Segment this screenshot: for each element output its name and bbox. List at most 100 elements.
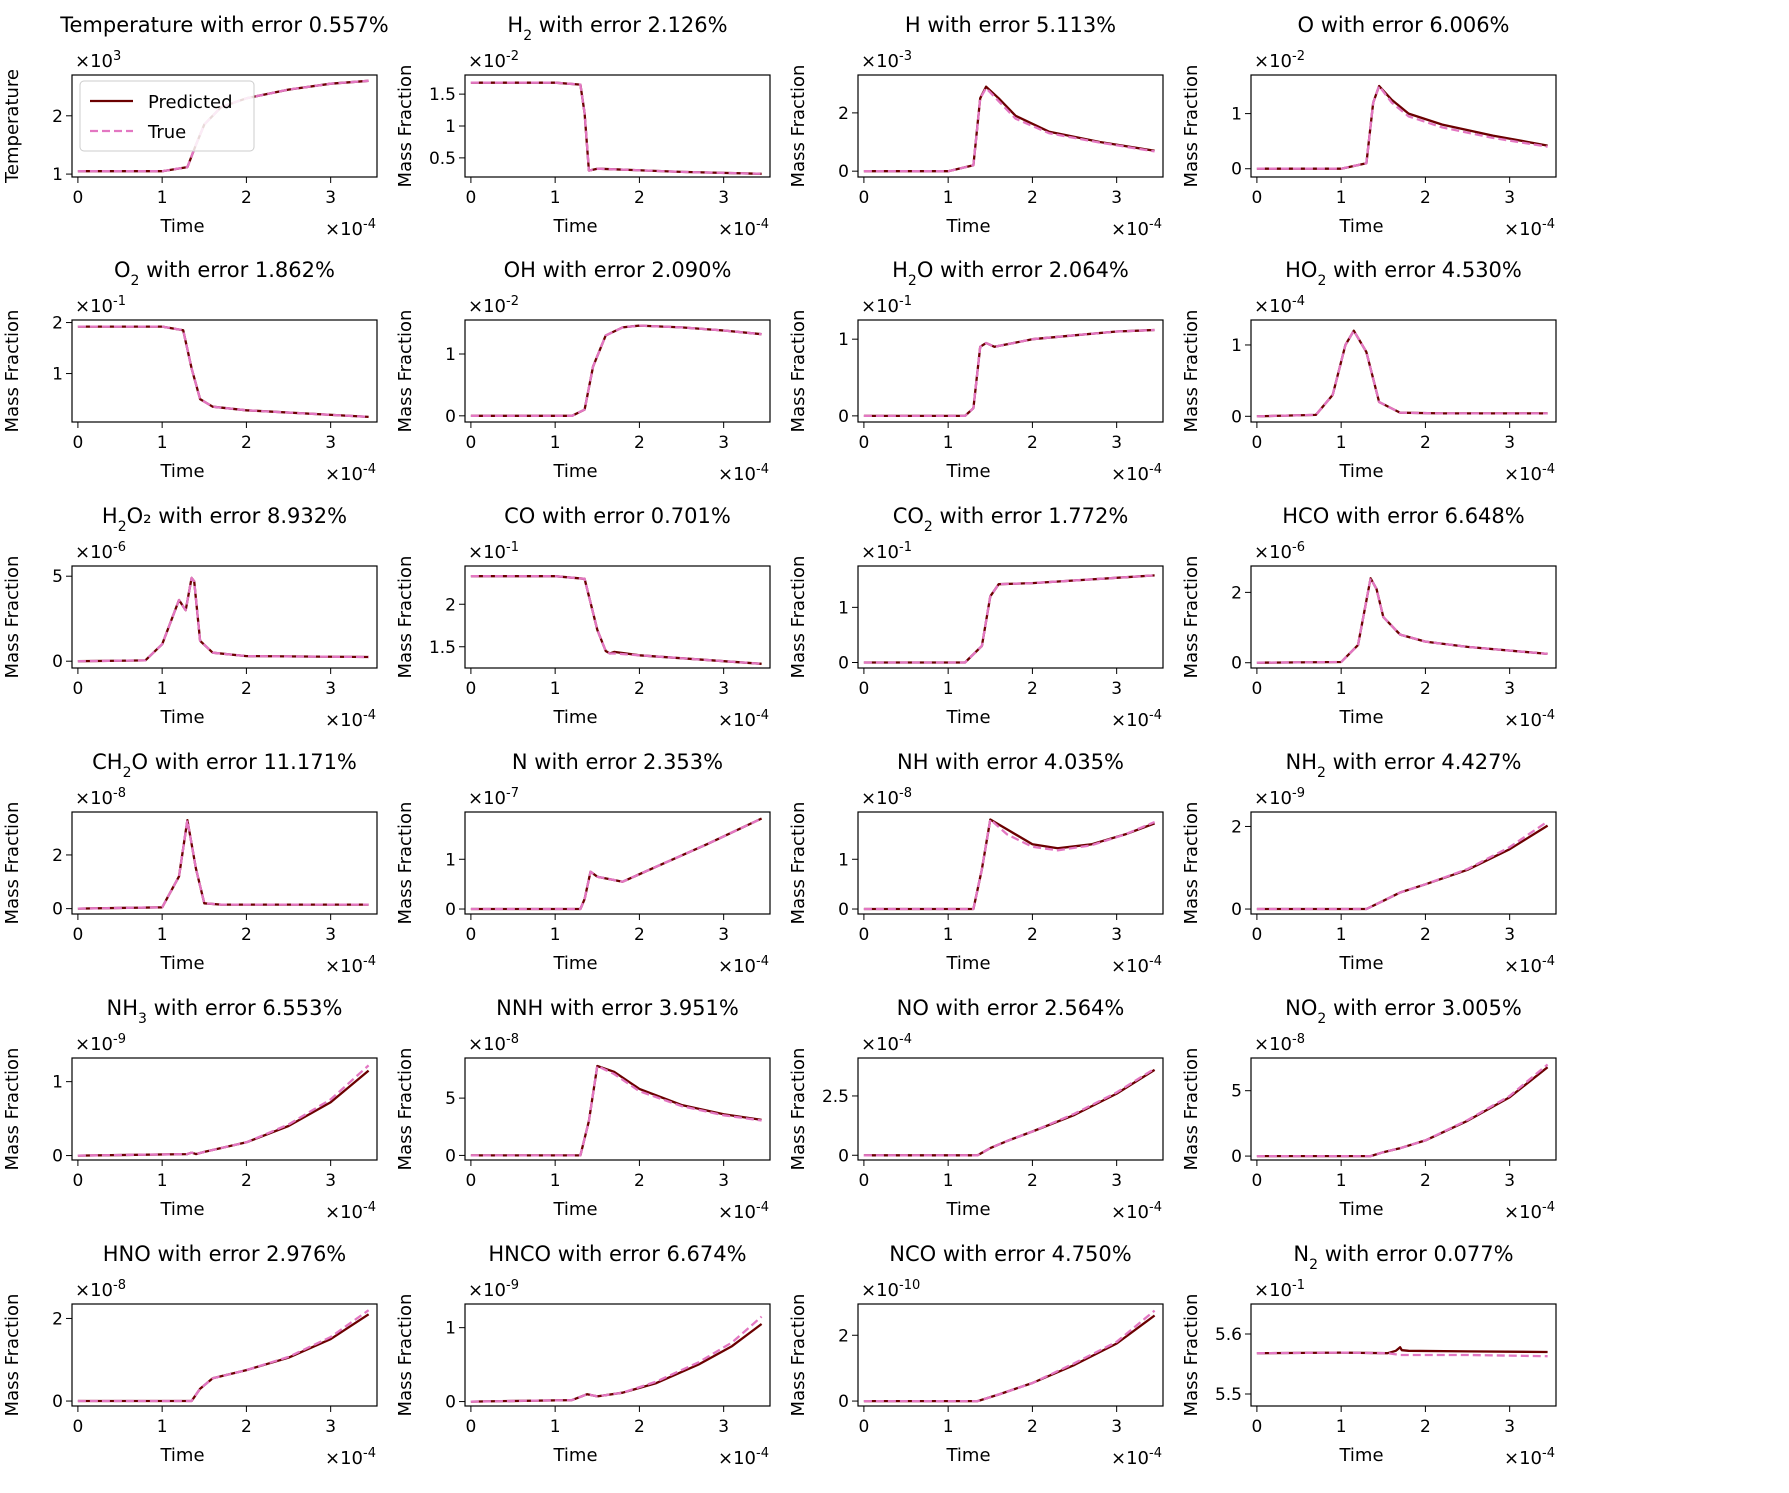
x-multiplier-base: ×10 xyxy=(325,1202,363,1223)
y-multiplier-exponent: -8 xyxy=(113,786,126,801)
x-multiplier: ×10-4 xyxy=(1504,462,1555,486)
plot-frame xyxy=(71,811,378,915)
plot-frame xyxy=(464,1057,771,1161)
predicted-line xyxy=(470,1323,763,1403)
x-tick-label: 3 xyxy=(325,433,336,453)
x-multiplier-base: ×10 xyxy=(1504,1202,1542,1223)
true-line xyxy=(863,328,1155,418)
y-tick-label: 1 xyxy=(1231,336,1242,356)
y-multiplier-exponent: -2 xyxy=(1292,49,1305,64)
title-error: with error 2.126% xyxy=(532,13,728,37)
title-error: with error 4.427% xyxy=(1326,750,1522,774)
title-subscript: 2 xyxy=(1317,1011,1326,1027)
title-error: with error 2.976% xyxy=(151,1242,347,1266)
x-multiplier: ×10-4 xyxy=(1111,708,1162,732)
predicted-line xyxy=(77,1069,370,1157)
y-multiplier-exponent: -1 xyxy=(899,294,912,309)
y-multiplier: ×10-7 xyxy=(468,786,519,810)
x-tick-label: 0 xyxy=(1251,1417,1262,1437)
y-multiplier: ×10-6 xyxy=(1254,540,1305,564)
x-multiplier-base: ×10 xyxy=(718,1448,756,1469)
subplot-title: O2 with error 1.862% xyxy=(114,258,335,289)
x-multiplier-exponent: -4 xyxy=(1149,1200,1162,1215)
y-tick-label: 1.5 xyxy=(429,638,456,658)
y-multiplier: ×10-4 xyxy=(1254,294,1305,318)
plot-frame xyxy=(1250,565,1557,669)
x-tick-label: 3 xyxy=(1504,188,1515,208)
y-multiplier-exponent: -1 xyxy=(899,540,912,555)
y-multiplier-base: ×10 xyxy=(75,788,113,809)
y-multiplier-base: ×10 xyxy=(75,1034,113,1055)
y-multiplier-base: ×10 xyxy=(1254,296,1292,317)
title-subscript: 2 xyxy=(523,28,532,44)
x-tick-label: 1 xyxy=(1336,925,1347,945)
title-error: with error 2.064% xyxy=(933,258,1129,282)
x-tick-label: 0 xyxy=(1251,433,1262,453)
subplot-title: NH2 with error 4.427% xyxy=(1286,750,1522,781)
title-error: with error 6.006% xyxy=(1314,13,1510,37)
x-tick-label: 2 xyxy=(1420,433,1431,453)
predicted-line xyxy=(1256,84,1548,170)
title-species: NH xyxy=(107,996,139,1020)
y-multiplier-base: ×10 xyxy=(861,788,899,809)
true-line xyxy=(77,1309,370,1403)
y-tick-label: 1 xyxy=(445,345,456,365)
subplot-title: H with error 5.113% xyxy=(905,13,1116,37)
predicted-line xyxy=(1256,329,1548,418)
y-axis-label: Mass Fraction xyxy=(395,556,416,679)
plot-frame xyxy=(464,565,771,669)
x-tick-label: 1 xyxy=(943,433,954,453)
y-tick-label: 0 xyxy=(52,652,63,672)
y-multiplier: ×10-1 xyxy=(1254,1278,1305,1302)
title-species: HNO xyxy=(103,1242,151,1266)
plot-frame xyxy=(71,565,378,669)
title-species: O xyxy=(1297,13,1314,37)
plot-frame xyxy=(857,74,1164,178)
x-axis-label: Time xyxy=(159,216,204,237)
y-tick-label: 0 xyxy=(838,900,849,920)
x-multiplier-base: ×10 xyxy=(325,219,363,240)
title-error: with error 4.530% xyxy=(1326,258,1522,282)
y-multiplier-base: ×10 xyxy=(1254,1034,1292,1055)
plot-frame xyxy=(1250,811,1557,915)
y-tick-label: 1 xyxy=(838,598,849,618)
x-axis-label: Time xyxy=(945,1445,990,1466)
x-axis-label: Time xyxy=(552,953,597,974)
predicted-line xyxy=(77,1313,370,1403)
title-species: CO xyxy=(893,504,924,528)
x-multiplier-base: ×10 xyxy=(325,710,363,731)
y-tick-label: 2 xyxy=(1231,583,1242,603)
y-multiplier: ×10-1 xyxy=(468,540,519,564)
x-tick-label: 1 xyxy=(550,1171,561,1191)
legend-box xyxy=(79,80,255,152)
x-tick-label: 3 xyxy=(1111,433,1122,453)
y-tick-label: 0 xyxy=(52,1147,63,1167)
y-axis-label: Temperature xyxy=(2,69,23,184)
x-tick-label: 1 xyxy=(157,188,168,208)
y-tick-label: 1 xyxy=(838,850,849,870)
x-tick-label: 3 xyxy=(1504,679,1515,699)
x-axis-label: Time xyxy=(945,707,990,728)
x-axis-label: Time xyxy=(945,1199,990,1220)
y-tick-label: 2 xyxy=(52,314,63,334)
plot-frame xyxy=(1250,319,1557,423)
y-axis-label: Mass Fraction xyxy=(2,1048,23,1171)
plot-frame xyxy=(71,1057,378,1161)
plot-frame xyxy=(857,1303,1164,1407)
x-tick-label: 2 xyxy=(241,679,252,699)
x-tick-label: 0 xyxy=(858,1171,869,1191)
y-tick-label: 0 xyxy=(838,162,849,182)
title-error: with error 2.564% xyxy=(929,996,1125,1020)
subplot-title: Temperature with error 0.557% xyxy=(59,13,389,37)
x-tick-label: 0 xyxy=(72,925,83,945)
x-tick-label: 1 xyxy=(157,925,168,945)
subplot-title: NCO with error 4.750% xyxy=(889,1242,1131,1266)
x-tick-label: 2 xyxy=(634,188,645,208)
plot-frame xyxy=(857,1057,1164,1161)
true-line xyxy=(470,1315,763,1403)
x-axis-label: Time xyxy=(1338,461,1383,482)
